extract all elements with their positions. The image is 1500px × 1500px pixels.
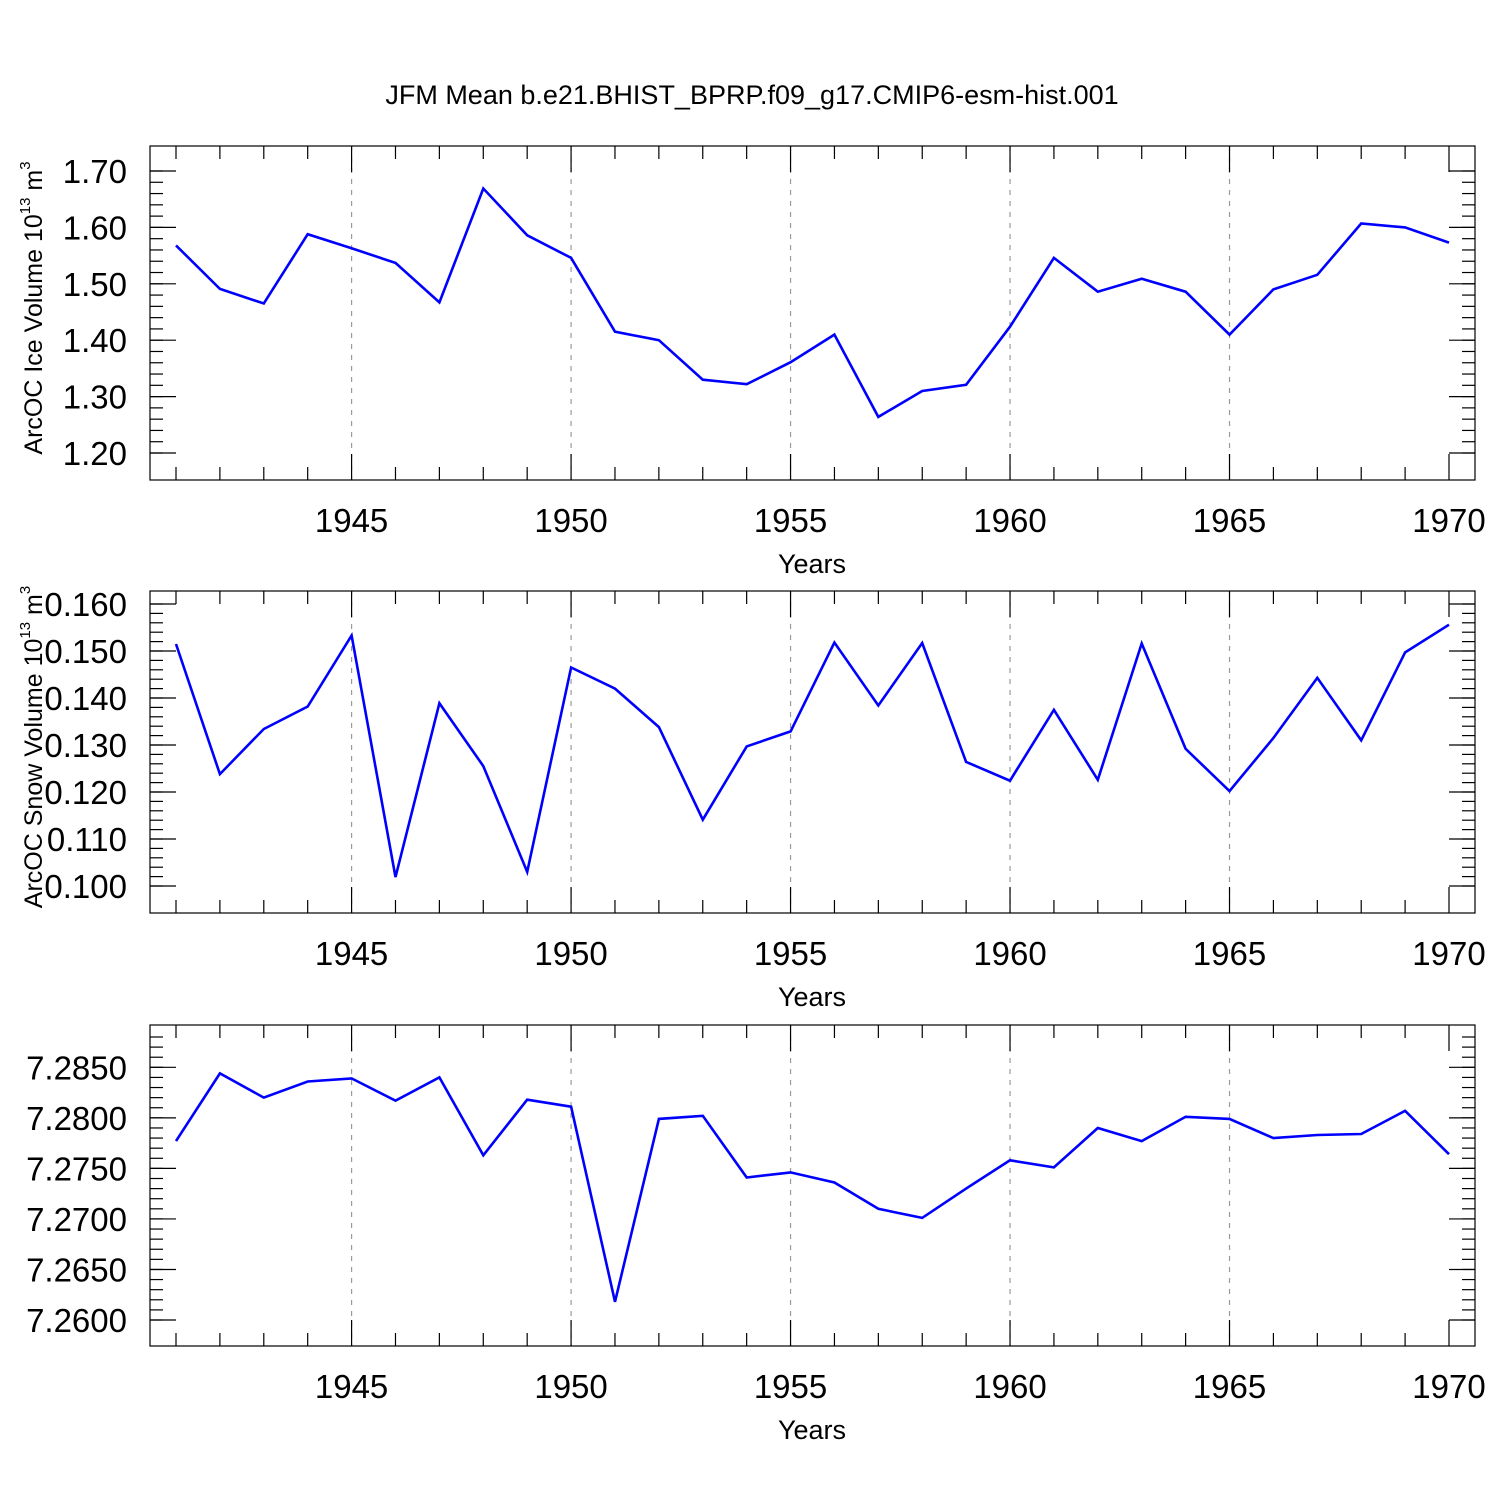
x-tick-label: 1970 bbox=[1412, 502, 1485, 539]
y-tick-label: 7.2650 bbox=[26, 1251, 127, 1288]
x-tick-label: 1950 bbox=[534, 502, 607, 539]
x-tick-label: 1965 bbox=[1193, 935, 1266, 972]
y-tick-label: 0.160 bbox=[44, 586, 127, 623]
x-tick-label: 1970 bbox=[1412, 935, 1485, 972]
y-tick-label: 0.130 bbox=[44, 727, 127, 764]
x-tick-label: 1955 bbox=[754, 502, 827, 539]
chart-title: JFM Mean b.e21.BHIST_BPRP.f09_g17.CMIP6-… bbox=[385, 80, 1118, 110]
x-tick-label: 1970 bbox=[1412, 1368, 1485, 1405]
x-tick-label: 1945 bbox=[315, 502, 388, 539]
y-tick-label: 0.100 bbox=[44, 868, 127, 905]
x-tick-label: 1945 bbox=[315, 935, 388, 972]
y-tick-label: 1.70 bbox=[63, 153, 127, 190]
series-line-ice bbox=[175, 186, 1450, 419]
x-tick-label: 1955 bbox=[754, 1368, 827, 1405]
x-tick-label: 1950 bbox=[534, 1368, 607, 1405]
y-tick-label: 1.40 bbox=[63, 322, 127, 359]
y-tick-label: 0.140 bbox=[44, 680, 127, 717]
plot-frame bbox=[149, 145, 1476, 481]
y-tick-label: 7.2750 bbox=[26, 1150, 127, 1187]
y-tick-label: 7.2800 bbox=[26, 1100, 127, 1137]
x-axis-label: Years bbox=[778, 1415, 846, 1445]
y-tick-label: 0.120 bbox=[44, 774, 127, 811]
y-tick-label: 7.2700 bbox=[26, 1201, 127, 1238]
x-tick-label: 1960 bbox=[973, 1368, 1046, 1405]
x-tick-label: 1960 bbox=[973, 935, 1046, 972]
x-tick-label: 1965 bbox=[1193, 1368, 1266, 1405]
y-tick-label: 1.50 bbox=[63, 266, 127, 303]
y-tick-label: 7.2600 bbox=[26, 1302, 127, 1339]
y-tick-label: 0.110 bbox=[47, 821, 127, 858]
panel-third: 1945 1950 1955 1960 1965 1970 Years 7.2600 7.265… bbox=[26, 1024, 1486, 1445]
plot-frame bbox=[149, 590, 1476, 914]
y-axis-label: ArcOC Snow Volume 1013 m3 bbox=[17, 586, 48, 908]
x-axis-label: Years bbox=[778, 549, 846, 579]
y-tick-label: 7.2850 bbox=[26, 1049, 127, 1086]
x-tick-label: 1945 bbox=[315, 1368, 388, 1405]
y-axis-label: ArcOC Ice Volume 1013 m3 bbox=[17, 161, 48, 454]
x-axis-label: Years bbox=[778, 982, 846, 1012]
x-tick-label: 1950 bbox=[534, 935, 607, 972]
y-tick-label: 1.20 bbox=[63, 435, 127, 472]
x-tick-label: 1955 bbox=[754, 935, 827, 972]
x-tick-label: 1965 bbox=[1193, 502, 1266, 539]
y-tick-label: 1.30 bbox=[63, 379, 127, 416]
panel-ice: 1945 1950 1955 1960 1965 1970 Years 1.20 1.30 1.4… bbox=[17, 145, 1486, 579]
series-line-third bbox=[174, 1071, 1450, 1303]
y-tick-label: 1.60 bbox=[63, 209, 127, 246]
panel-snow: 1945 1950 1955 1960 1965 1970 Years 0.100 0.110 0… bbox=[17, 586, 1486, 1012]
series-line-snow bbox=[174, 623, 1450, 878]
y-tick-label: 0.150 bbox=[44, 633, 127, 670]
plot-frame bbox=[149, 1024, 1476, 1347]
x-tick-label: 1960 bbox=[973, 502, 1046, 539]
